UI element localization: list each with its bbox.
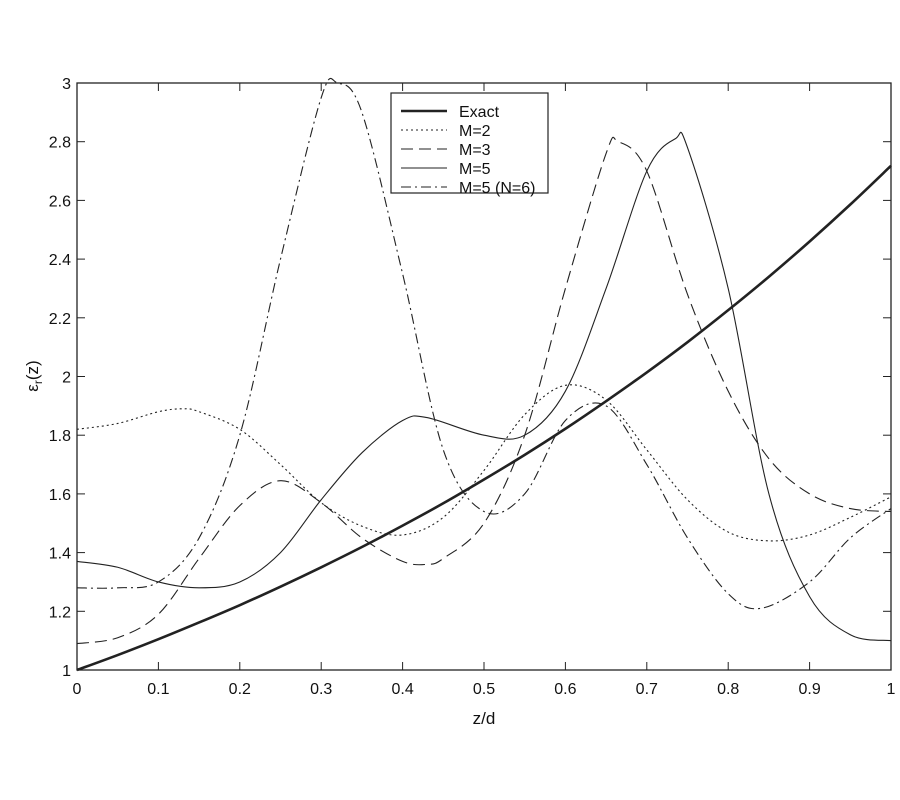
y-tick-label: 3 <box>62 76 71 93</box>
x-axis-label: z/d <box>473 709 496 728</box>
series-line-m-3 <box>76 136 892 645</box>
x-tick-label: 0.3 <box>310 681 332 698</box>
series-line-m-5 <box>76 131 892 642</box>
series-lines <box>76 77 892 672</box>
legend-box <box>390 92 549 194</box>
y-tick-label: 1.4 <box>49 546 71 563</box>
y-axis-label-subscript: r <box>31 380 45 384</box>
y-tick-label: 1.6 <box>49 487 71 504</box>
y-tick-labels: 1 1.2 1.4 1.6 1.8 2 2.2 2.4 2.6 2.8 3 <box>49 76 71 680</box>
legend: Exact M=2 M=3 M=5 M=5 (N=6) <box>390 92 549 197</box>
y-tick-label: 2.6 <box>49 193 71 210</box>
y-tick-label: 2.4 <box>49 252 71 269</box>
legend-label-m-5: M=5 <box>459 161 491 178</box>
legend-label-m-3: M=3 <box>459 142 491 159</box>
legend-label-exact: Exact <box>459 104 500 121</box>
x-tick-label: 0.7 <box>636 681 658 698</box>
y-axis-label-suffix: (z) <box>23 360 42 380</box>
x-tick-label: 0 <box>73 681 82 698</box>
y-tick-label: 2.2 <box>49 311 71 328</box>
y-tick-label: 1.2 <box>49 604 71 621</box>
y-tick-label: 1.8 <box>49 428 71 445</box>
x-tick-labels: 0 0.1 0.2 0.3 0.4 0.5 0.6 0.7 0.8 0.9 1 <box>73 681 896 698</box>
series-line-m-5-n-6 <box>76 77 892 610</box>
x-tick-label: 1 <box>887 681 896 698</box>
x-tick-label: 0.1 <box>147 681 169 698</box>
legend-label-m-2: M=2 <box>459 123 491 140</box>
series-line-m-2 <box>76 384 892 542</box>
series-line-exact <box>76 164 892 672</box>
y-tick-label: 2.8 <box>49 135 71 152</box>
legend-label-m-5-n-6: M=5 (N=6) <box>459 180 535 197</box>
y-tick-label: 2 <box>62 370 71 387</box>
x-tick-label: 0.5 <box>473 681 495 698</box>
y-axis-label: εr(z) <box>23 360 45 391</box>
x-tick-label: 0.8 <box>717 681 739 698</box>
x-tick-label: 0.4 <box>391 681 413 698</box>
ticks <box>76 82 892 671</box>
x-tick-label: 0.9 <box>798 681 820 698</box>
x-tick-label: 0.6 <box>554 681 576 698</box>
y-tick-label: 1 <box>62 663 71 680</box>
x-tick-label: 0.2 <box>229 681 251 698</box>
y-axis-label-symbol: ε <box>23 384 42 392</box>
